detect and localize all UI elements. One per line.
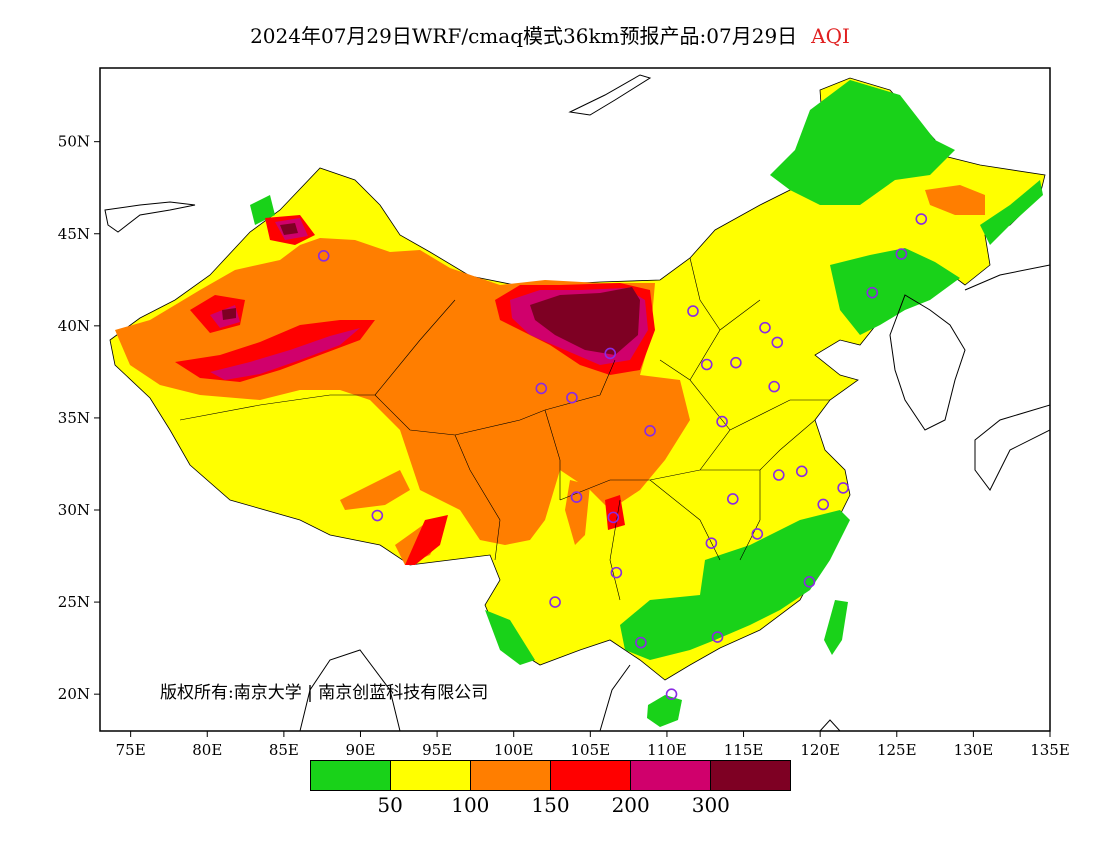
lon-tick-label: 125E — [877, 741, 917, 759]
copyright-text: 版权所有:南京大学 | 南京创蓝科技有限公司 — [160, 683, 489, 703]
region-hazardous-west — [222, 308, 236, 320]
legend-swatch — [711, 761, 790, 790]
legend-label: 50 — [377, 793, 403, 817]
latitude-axis: 20N 25N 30N 35N 40N 45N 50N — [58, 133, 100, 703]
region-hazardous-inner-mongolia — [530, 287, 640, 355]
region-good-heilongjiang-east — [980, 180, 1043, 245]
region-unhealthy-tibet — [405, 515, 448, 565]
outline-baikal — [568, 74, 652, 116]
station-marker — [730, 356, 742, 369]
outline-japan-north — [964, 264, 1050, 291]
region-good-xinjiang-north — [250, 195, 275, 225]
region-very-unhealthy-tarim — [210, 328, 360, 380]
region-good-southeast — [620, 510, 850, 660]
station-marker — [566, 391, 578, 404]
legend-swatch — [391, 761, 471, 790]
station-marker — [795, 465, 808, 478]
title-variable: AQI — [811, 24, 850, 48]
station-marker — [635, 636, 647, 649]
lat-tick-label: 25N — [58, 593, 90, 611]
lon-tick-label: 90E — [345, 741, 375, 759]
station-marker — [665, 688, 678, 700]
lat-tick-label: 30N — [58, 501, 90, 519]
longitude-axis: 75E 80E 85E 90E 95E 100E 105E 110E 115E 120E 125E 1… — [116, 731, 1070, 759]
outline-vietnam — [599, 664, 631, 731]
station-marker — [803, 576, 816, 588]
legend-swatch — [471, 761, 551, 790]
region-good-southwest — [485, 610, 535, 665]
aqi-legend-labels: 50 100 150 200 300 — [310, 793, 791, 817]
station-marker — [570, 491, 583, 503]
region-hazardous-dzungaria — [280, 223, 298, 235]
station-marker — [768, 380, 780, 393]
lon-tick-label: 80E — [192, 741, 222, 759]
station-marker — [705, 537, 718, 549]
lon-tick-label: 105E — [571, 741, 611, 759]
monitoring-stations — [317, 213, 928, 700]
map-title: 2024年07月29日WRF/cmaq模式36km预报产品:07月29日 AQI — [0, 20, 1100, 49]
station-marker — [607, 511, 620, 524]
lat-tick-label: 50N — [58, 133, 90, 151]
station-marker — [817, 498, 830, 511]
station-marker — [751, 528, 764, 540]
region-good-liaoning — [830, 248, 960, 335]
outline-southeast-asia — [299, 649, 401, 731]
region-good-northeast — [770, 80, 955, 205]
region-sensitive-tibet — [340, 470, 410, 510]
station-marker — [727, 493, 739, 505]
station-marker — [317, 250, 330, 262]
legend-label: 300 — [691, 793, 730, 817]
station-marker — [759, 321, 771, 334]
region-unhealthy-tarim — [175, 320, 375, 382]
station-marker — [700, 358, 713, 371]
lon-tick-label: 110E — [647, 741, 687, 759]
station-marker — [711, 631, 724, 643]
outline-korea — [889, 294, 966, 431]
lon-tick-label: 135E — [1030, 741, 1070, 759]
station-marker — [915, 213, 928, 225]
station-marker — [772, 469, 785, 481]
station-marker — [687, 305, 699, 317]
lat-tick-label: 20N — [58, 685, 90, 703]
outline-japan — [974, 404, 1050, 491]
lon-tick-label: 85E — [269, 741, 299, 759]
lon-tick-label: 75E — [116, 741, 146, 759]
lat-tick-label: 45N — [58, 225, 90, 243]
station-marker — [610, 566, 623, 579]
lon-tick-label: 120E — [800, 741, 840, 759]
outline-caspian — [104, 201, 196, 233]
legend-swatch — [311, 761, 391, 790]
legend-swatch — [551, 761, 631, 790]
aqi-legend-colorbar — [310, 760, 791, 791]
region-sensitive-northeast — [925, 185, 985, 215]
station-marker — [716, 415, 728, 428]
region-good-taiwan — [824, 600, 848, 655]
station-marker — [535, 382, 548, 395]
station-marker — [866, 286, 879, 299]
lat-tick-label: 40N — [58, 317, 90, 335]
lon-tick-label: 95E — [422, 741, 452, 759]
station-marker — [549, 596, 561, 608]
lon-tick-label: 130E — [954, 741, 994, 759]
lon-tick-label: 100E — [494, 741, 534, 759]
lon-tick-label: 115E — [724, 741, 764, 759]
legend-label: 150 — [531, 793, 570, 817]
legend-swatch — [631, 761, 711, 790]
region-good-hainan — [647, 695, 682, 727]
station-marker — [644, 425, 656, 437]
legend-label: 200 — [611, 793, 650, 817]
legend-label: 100 — [451, 793, 490, 817]
station-marker — [837, 482, 849, 494]
station-marker — [371, 509, 384, 522]
station-marker — [604, 347, 617, 360]
lat-tick-label: 35N — [58, 409, 90, 427]
map-frame — [99, 67, 1051, 732]
title-main: 2024年07月29日WRF/cmaq模式36km预报产品:07月29日 — [250, 24, 798, 48]
outline-luzon — [819, 719, 841, 731]
station-marker — [895, 248, 908, 260]
province-boundaries — [179, 257, 830, 601]
station-marker — [771, 336, 784, 349]
